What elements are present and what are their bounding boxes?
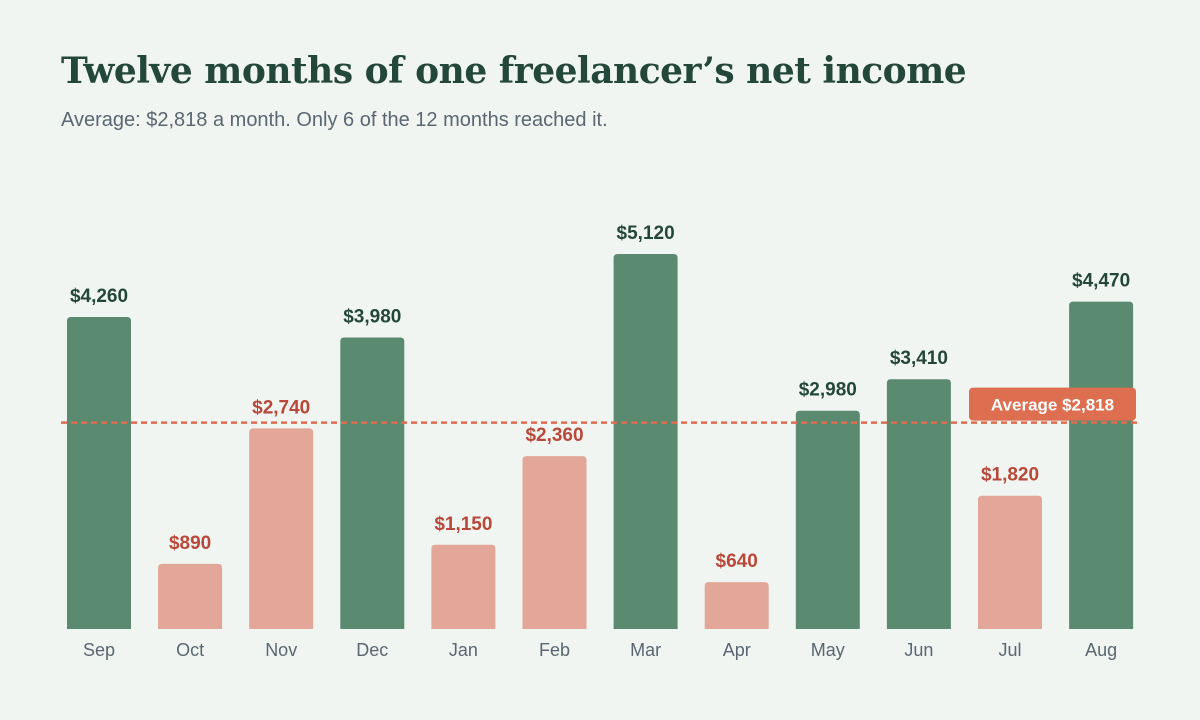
tick-label-feb: Feb <box>539 640 570 660</box>
tick-label-may: May <box>811 640 845 660</box>
x-axis-ticks: Sep Oct Nov Dec Jan Feb Mar Apr May Jun Jul Aug <box>83 640 1117 660</box>
tick-label-mar: Mar <box>630 640 661 660</box>
value-label-jun: $3,410 <box>890 348 948 369</box>
value-label-apr: $640 <box>716 551 758 572</box>
tick-label-aug: Aug <box>1085 640 1117 660</box>
value-label-mar: $5,120 <box>617 223 675 244</box>
average-label: Average $2,818 <box>991 396 1114 415</box>
bar-jul <box>978 495 1042 629</box>
value-label-aug: $4,470 <box>1072 271 1130 292</box>
bar-apr <box>704 582 769 629</box>
tick-label-oct: Oct <box>176 640 204 660</box>
bar-feb <box>522 456 587 629</box>
tick-label-apr: Apr <box>723 640 751 660</box>
value-label-nov: $2,740 <box>252 397 310 418</box>
tick-label-jun: Jun <box>904 640 933 660</box>
bar-may <box>795 410 860 629</box>
value-labels-group: $4,260 $890 $2,740 $3,980 $1,150 $2,360 $5,120… <box>70 223 1130 572</box>
bar-sep <box>67 316 131 629</box>
chart-subtitle: Average: $2,818 a month. Only 6 of the 1… <box>61 109 608 131</box>
value-label-jul: $1,820 <box>981 465 1039 486</box>
value-label-may: $2,980 <box>799 380 857 401</box>
value-label-feb: $2,360 <box>525 425 583 446</box>
tick-label-sep: Sep <box>83 640 115 660</box>
value-label-jan: $1,150 <box>434 514 492 535</box>
bar-nov <box>249 428 314 629</box>
tick-label-nov: Nov <box>265 640 297 660</box>
bar-mar <box>613 254 678 629</box>
value-label-sep: $4,260 <box>70 286 128 307</box>
bar-aug <box>1069 301 1134 629</box>
tick-label-jan: Jan <box>449 640 478 660</box>
value-label-dec: $3,980 <box>343 306 401 327</box>
bar-dec <box>340 337 405 629</box>
average-badge: Average $2,818 <box>969 387 1136 421</box>
bars-group <box>67 254 1134 629</box>
bar-jun <box>886 379 951 629</box>
tick-label-jul: Jul <box>998 640 1021 660</box>
chart-title: Twelve months of one freelancer’s net in… <box>61 50 967 92</box>
bar-oct <box>158 563 223 629</box>
tick-label-dec: Dec <box>356 640 388 660</box>
average-badge-bg <box>969 387 1136 421</box>
bar-jan <box>431 544 496 629</box>
value-label-oct: $890 <box>169 533 211 554</box>
